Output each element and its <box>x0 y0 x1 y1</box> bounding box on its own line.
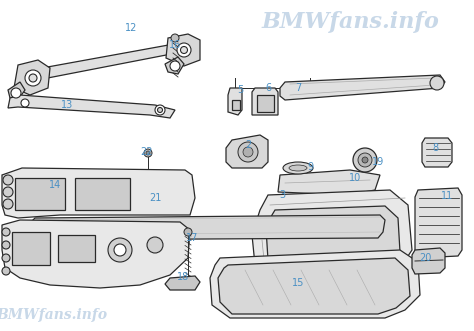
Text: 17: 17 <box>186 233 198 243</box>
Circle shape <box>147 237 163 253</box>
Text: 8: 8 <box>432 143 438 153</box>
Circle shape <box>358 153 372 167</box>
Circle shape <box>144 149 152 157</box>
Polygon shape <box>422 138 452 167</box>
Circle shape <box>177 43 191 57</box>
Text: 7: 7 <box>295 83 301 93</box>
Circle shape <box>2 254 10 262</box>
Text: 3: 3 <box>279 190 285 200</box>
Polygon shape <box>165 276 200 290</box>
Text: BMWfans.info: BMWfans.info <box>0 308 108 322</box>
Polygon shape <box>252 190 412 280</box>
Polygon shape <box>8 95 175 118</box>
Text: 9: 9 <box>307 162 313 172</box>
Circle shape <box>2 228 10 236</box>
Circle shape <box>353 148 377 172</box>
Text: 14: 14 <box>49 180 61 190</box>
Ellipse shape <box>289 165 307 171</box>
Circle shape <box>114 244 126 256</box>
Circle shape <box>108 238 132 262</box>
Polygon shape <box>232 100 240 110</box>
Circle shape <box>25 70 41 86</box>
Text: 6: 6 <box>265 83 271 93</box>
Circle shape <box>157 108 163 113</box>
Circle shape <box>238 142 258 162</box>
Polygon shape <box>12 232 50 265</box>
Text: 18: 18 <box>177 272 189 282</box>
Circle shape <box>21 99 29 107</box>
Text: 15: 15 <box>292 278 304 288</box>
Circle shape <box>29 74 37 82</box>
Polygon shape <box>266 206 400 272</box>
Polygon shape <box>278 170 380 195</box>
Polygon shape <box>166 34 200 66</box>
Text: 16: 16 <box>169 40 181 50</box>
Text: 12: 12 <box>125 23 137 33</box>
Circle shape <box>11 88 21 98</box>
Polygon shape <box>20 42 192 82</box>
Ellipse shape <box>283 162 313 174</box>
Text: 22: 22 <box>141 147 153 157</box>
Polygon shape <box>218 258 410 314</box>
Polygon shape <box>75 178 130 210</box>
Polygon shape <box>412 248 445 274</box>
Circle shape <box>2 241 10 249</box>
Circle shape <box>170 61 180 71</box>
Text: 5: 5 <box>237 85 243 95</box>
Circle shape <box>155 105 165 115</box>
Text: 13: 13 <box>61 100 73 110</box>
Polygon shape <box>2 168 195 218</box>
Circle shape <box>430 76 444 90</box>
Text: 2: 2 <box>245 140 251 150</box>
Text: 19: 19 <box>372 157 384 167</box>
Polygon shape <box>2 220 190 288</box>
Circle shape <box>2 267 10 275</box>
Polygon shape <box>280 75 445 100</box>
Circle shape <box>362 157 368 163</box>
Circle shape <box>3 175 13 185</box>
Polygon shape <box>228 88 242 115</box>
Polygon shape <box>165 57 184 74</box>
Polygon shape <box>415 188 462 258</box>
Polygon shape <box>15 178 65 210</box>
Polygon shape <box>210 250 420 318</box>
Circle shape <box>3 199 13 209</box>
Circle shape <box>243 147 253 157</box>
Polygon shape <box>8 82 25 100</box>
Text: 10: 10 <box>349 173 361 183</box>
Text: 11: 11 <box>441 191 453 201</box>
Polygon shape <box>257 95 274 112</box>
Circle shape <box>146 151 150 155</box>
Polygon shape <box>252 88 278 115</box>
Text: 20: 20 <box>419 253 431 263</box>
Polygon shape <box>28 215 385 240</box>
Circle shape <box>171 34 179 42</box>
Circle shape <box>3 187 13 197</box>
Circle shape <box>184 228 192 236</box>
Polygon shape <box>58 235 95 262</box>
Polygon shape <box>14 60 50 95</box>
Text: BMWfans.info: BMWfans.info <box>261 11 439 33</box>
Circle shape <box>181 46 188 54</box>
Polygon shape <box>226 135 268 168</box>
Text: 21: 21 <box>149 193 161 203</box>
